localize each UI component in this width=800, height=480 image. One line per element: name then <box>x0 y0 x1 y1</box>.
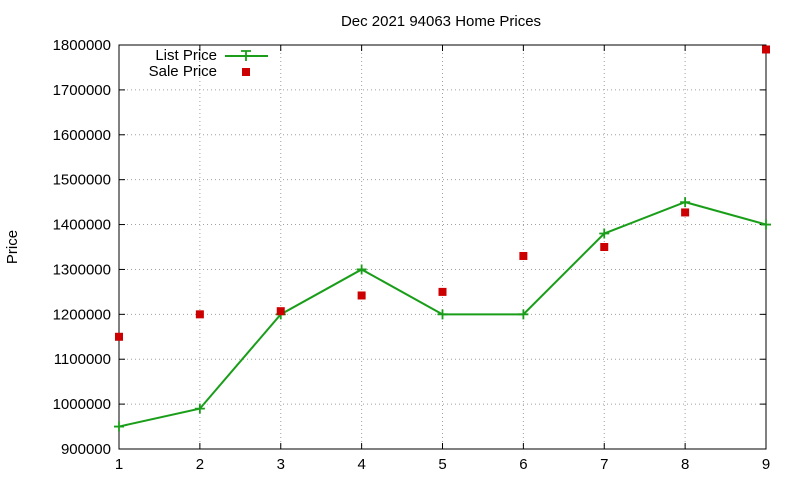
data-point-sale-price <box>115 332 123 341</box>
y-tick-label: 1400000 <box>53 217 111 234</box>
x-tick-label: 5 <box>438 456 446 473</box>
x-tick-label: 2 <box>196 456 204 473</box>
data-point-sale-price <box>357 291 366 300</box>
legend-marker-list-price <box>241 50 251 61</box>
data-point-list-price <box>599 228 610 239</box>
x-tick-label: 8 <box>681 456 689 473</box>
legend-label-sale-price: Sale Price <box>149 63 217 80</box>
y-tick-label: 1600000 <box>53 127 111 144</box>
y-tick-label: 1500000 <box>53 172 111 189</box>
x-tick-label: 6 <box>519 456 527 473</box>
y-tick-label: 1700000 <box>53 82 111 99</box>
data-point-list-price <box>680 197 691 208</box>
series <box>114 45 771 432</box>
y-tick-label: 900000 <box>61 441 111 458</box>
y-tick-label: 1300000 <box>53 261 111 278</box>
y-tick-label: 1800000 <box>53 37 111 54</box>
grid <box>119 45 766 449</box>
y-tick-label: 1100000 <box>54 351 111 368</box>
legend: List Price Sale Price <box>149 47 268 80</box>
data-point-sale-price <box>438 287 447 296</box>
x-tick-label: 4 <box>357 456 365 473</box>
data-point-list-price <box>518 309 529 320</box>
data-point-sale-price <box>519 251 528 260</box>
chart-title: Dec 2021 94063 Home Prices <box>341 13 541 30</box>
y-axis-label: Price <box>4 230 21 264</box>
y-tick-label: 1000000 <box>53 396 111 413</box>
data-point-sale-price <box>276 307 285 316</box>
data-point-list-price <box>761 219 771 230</box>
legend-marker-sale-price <box>242 68 250 76</box>
data-point-sale-price <box>195 310 204 319</box>
data-point-list-price <box>114 421 124 432</box>
data-point-sale-price <box>681 208 690 217</box>
legend-label-list-price: List Price <box>155 47 217 64</box>
x-tick-label: 3 <box>277 456 285 473</box>
data-point-list-price <box>356 264 367 275</box>
x-tick-label: 7 <box>600 456 608 473</box>
data-point-sale-price <box>762 45 770 54</box>
x-tick-label: 9 <box>762 456 770 473</box>
data-point-list-price <box>194 403 205 414</box>
axis-ticks: 1 2 3 4 5 6 7 8 9 900000 1000000 1100000 1200000 1300… <box>53 37 771 473</box>
y-tick-label: 1200000 <box>53 306 111 323</box>
data-point-sale-price <box>600 243 609 251</box>
x-tick-label: 1 <box>115 456 123 473</box>
data-point-list-price <box>437 309 448 320</box>
